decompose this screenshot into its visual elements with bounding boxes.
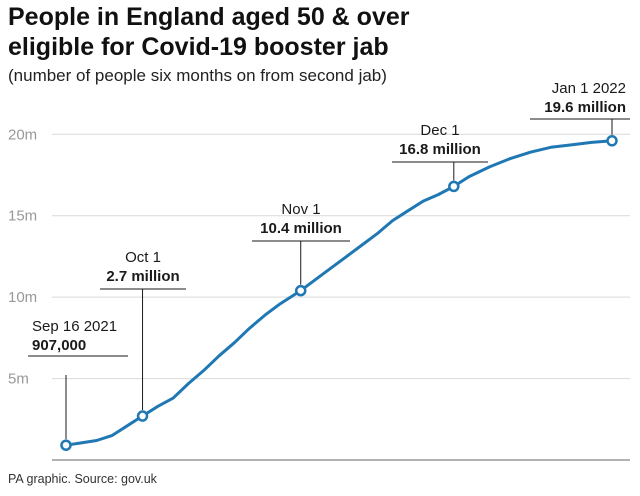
chart-title: People in England aged 50 & over eligibl… (8, 2, 628, 62)
data-marker-2 (294, 284, 307, 297)
annotation-labels: Sep 16 2021 907,000 Oct 1 2.7 million Nov 1 1… (32, 80, 626, 354)
annotation-date-1: Oct 1 (125, 249, 161, 266)
gridlines (52, 133, 630, 461)
annotation-value-3: 16.8 million (399, 141, 481, 158)
data-marker-0 (60, 439, 72, 451)
y-axis-tick-labels: 5m 10m 15m 20m (8, 126, 37, 387)
y-tick-label-10m: 10m (8, 289, 37, 306)
annotation-date-2: Nov 1 (281, 201, 320, 218)
annotation-date-3: Dec 1 (420, 122, 459, 139)
annotation-date-4: Jan 1 2022 (552, 80, 626, 97)
y-tick-label-15m: 15m (8, 208, 37, 225)
y-tick-label-5m: 5m (8, 371, 29, 388)
chart-subtitle: (number of people six months on from sec… (8, 66, 387, 85)
data-marker-3 (448, 180, 460, 193)
data-marker-4 (606, 135, 618, 147)
annotation-value-2: 10.4 million (260, 220, 342, 237)
annotation-value-0: 907,000 (32, 337, 86, 354)
data-marker-1 (136, 410, 149, 422)
source-note: PA graphic. Source: gov.uk (8, 472, 157, 486)
series-line-path (64, 139, 614, 447)
series-line (64, 139, 614, 447)
chart-title-line-1: People in England aged 50 & over (8, 3, 410, 31)
annotation-value-4: 19.6 million (544, 99, 626, 116)
y-tick-label-20m: 20m (8, 126, 37, 143)
annotation-value-1: 2.7 million (106, 268, 179, 285)
annotation-leaders (28, 118, 630, 440)
data-markers (60, 135, 618, 451)
chart-title-line-2: eligible for Covid-19 booster jab (8, 33, 389, 61)
annotation-date-0: Sep 16 2021 (32, 318, 117, 335)
